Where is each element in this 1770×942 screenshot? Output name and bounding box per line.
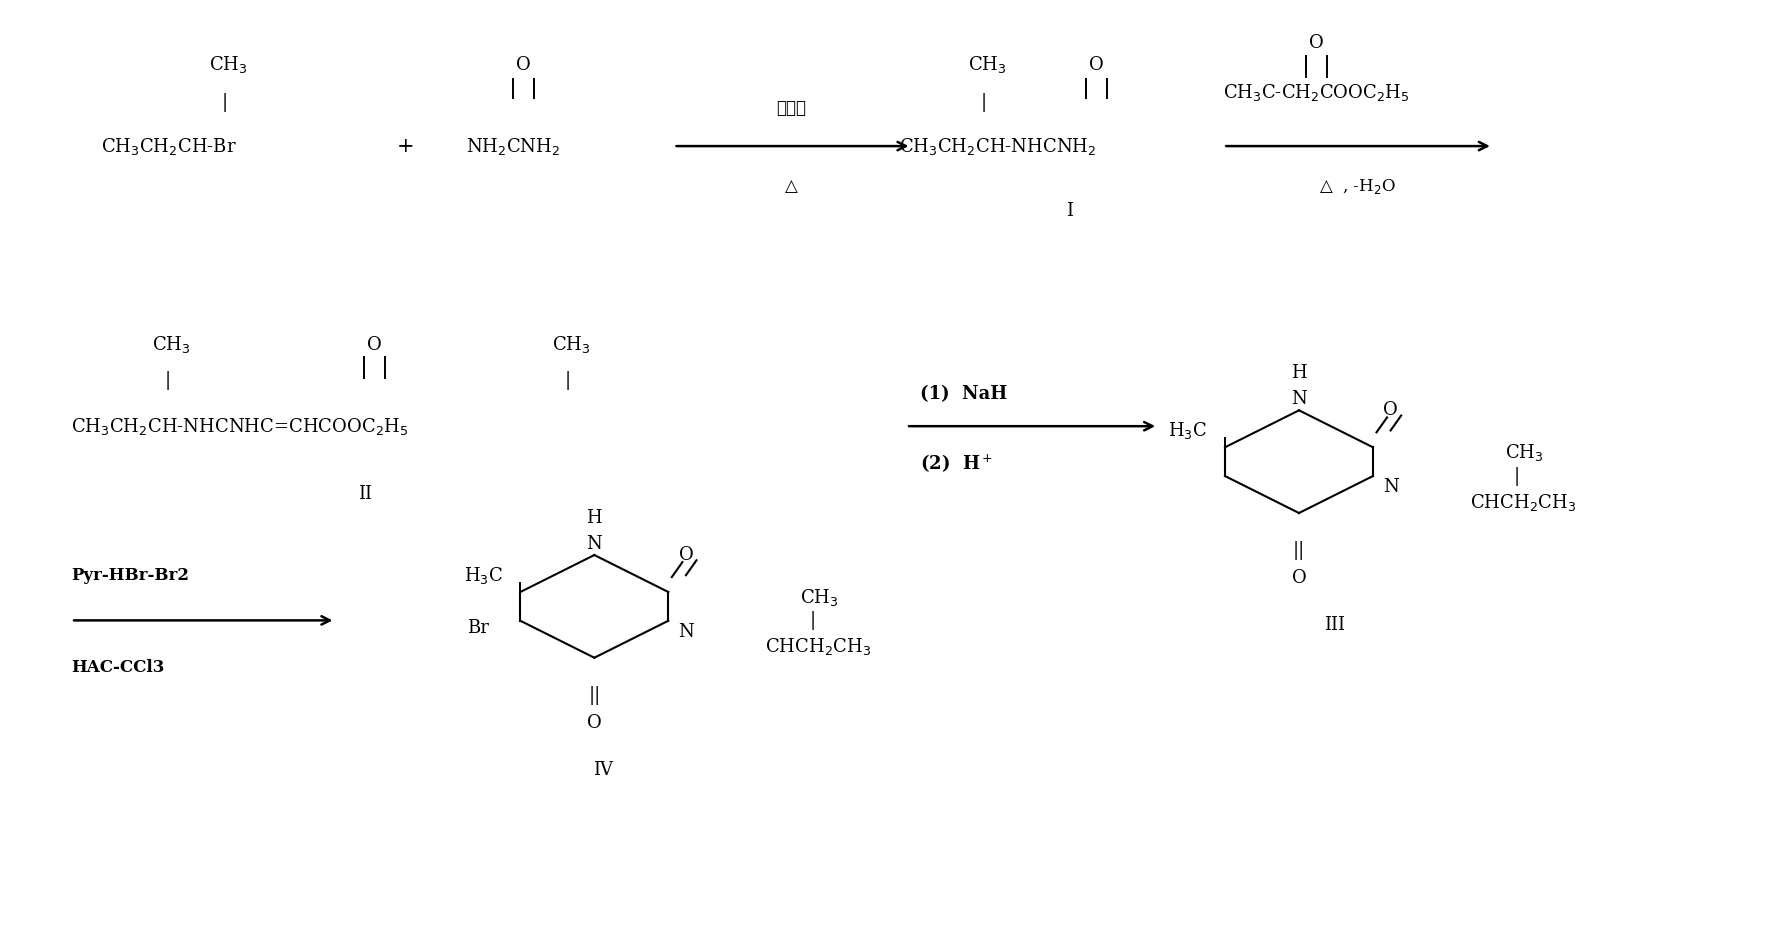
Text: III: III — [1324, 616, 1345, 634]
Text: O: O — [1382, 401, 1398, 419]
Text: II: II — [358, 485, 372, 503]
Text: O: O — [588, 714, 602, 732]
Text: Pyr-HBr-Br2: Pyr-HBr-Br2 — [71, 567, 189, 584]
Text: CH$_3$: CH$_3$ — [968, 55, 1007, 75]
Text: CH$_3$: CH$_3$ — [152, 334, 191, 355]
Text: H$_3$C: H$_3$C — [464, 564, 503, 586]
Text: CH$_3$: CH$_3$ — [1504, 442, 1543, 463]
Text: △: △ — [786, 178, 798, 195]
Text: |: | — [1513, 466, 1520, 485]
Text: O: O — [1292, 569, 1306, 588]
Text: |: | — [981, 92, 986, 112]
Text: (1)  NaH: (1) NaH — [920, 385, 1007, 403]
Text: N: N — [678, 623, 694, 641]
Text: CH$_3$: CH$_3$ — [552, 334, 591, 355]
Text: CHCH$_2$CH$_3$: CHCH$_2$CH$_3$ — [1469, 492, 1575, 512]
Text: O: O — [1310, 34, 1324, 53]
Text: IV: IV — [593, 761, 612, 779]
Text: ||: || — [588, 686, 600, 705]
Text: HAC-CCl3: HAC-CCl3 — [71, 658, 165, 675]
Text: |: | — [565, 371, 572, 390]
Text: (2)  H$^+$: (2) H$^+$ — [920, 452, 993, 475]
Text: Br: Br — [467, 619, 489, 637]
Text: N: N — [586, 535, 602, 553]
Text: CH$_3$CH$_2$CH-Br: CH$_3$CH$_2$CH-Br — [101, 136, 237, 156]
Text: CH$_3$: CH$_3$ — [800, 587, 839, 608]
Text: O: O — [1089, 56, 1104, 73]
Text: +: + — [396, 137, 414, 155]
Text: |: | — [809, 611, 816, 630]
Text: CH$_3$C-CH$_2$COOC$_2$H$_5$: CH$_3$C-CH$_2$COOC$_2$H$_5$ — [1223, 82, 1411, 104]
Text: N: N — [1290, 390, 1306, 408]
Text: O: O — [678, 545, 694, 563]
Text: I: I — [1067, 203, 1073, 220]
Text: H: H — [586, 509, 602, 527]
Text: 二甲苯: 二甲苯 — [777, 100, 807, 117]
Text: O: O — [517, 56, 531, 73]
Text: H$_3$C: H$_3$C — [1168, 420, 1207, 441]
Text: CH$_3$CH$_2$CH-NHCNH$_2$: CH$_3$CH$_2$CH-NHCNH$_2$ — [899, 136, 1097, 156]
Text: |: | — [221, 92, 227, 112]
Text: H: H — [1290, 364, 1306, 382]
Text: ||: || — [1292, 541, 1304, 560]
Text: CH$_3$CH$_2$CH-NHCNHC=CHCOOC$_2$H$_5$: CH$_3$CH$_2$CH-NHCNHC=CHCOOC$_2$H$_5$ — [71, 415, 409, 437]
Text: |: | — [165, 371, 172, 390]
Text: CHCH$_2$CH$_3$: CHCH$_2$CH$_3$ — [765, 637, 871, 658]
Text: NH$_2$CNH$_2$: NH$_2$CNH$_2$ — [466, 136, 559, 156]
Text: O: O — [366, 336, 382, 354]
Text: CH$_3$: CH$_3$ — [209, 55, 248, 75]
Text: N: N — [1382, 479, 1398, 496]
Text: △  , -H$_2$O: △ , -H$_2$O — [1319, 177, 1395, 196]
